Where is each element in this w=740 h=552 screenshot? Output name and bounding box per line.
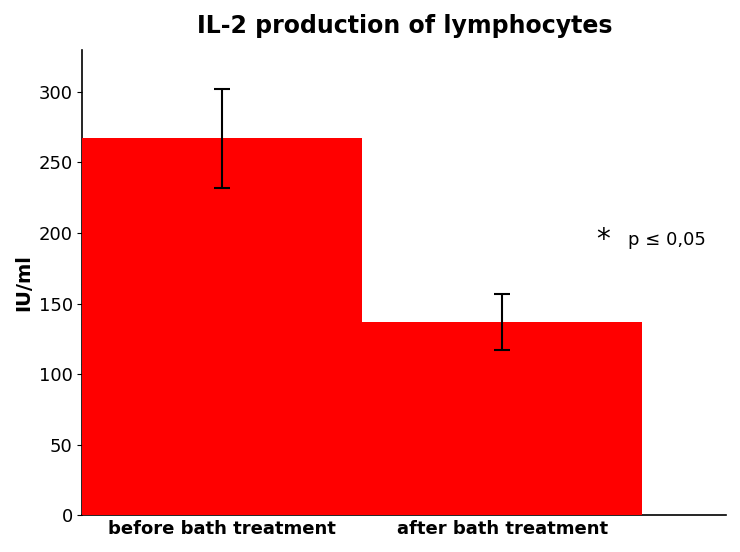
Title: IL-2 production of lymphocytes: IL-2 production of lymphocytes	[197, 14, 612, 38]
Bar	[82, 139, 363, 515]
Y-axis label: IU/ml: IU/ml	[14, 254, 33, 311]
Text: p ≤ 0,05: p ≤ 0,05	[628, 231, 706, 249]
Text: *: *	[596, 226, 610, 254]
Bar	[363, 322, 642, 515]
